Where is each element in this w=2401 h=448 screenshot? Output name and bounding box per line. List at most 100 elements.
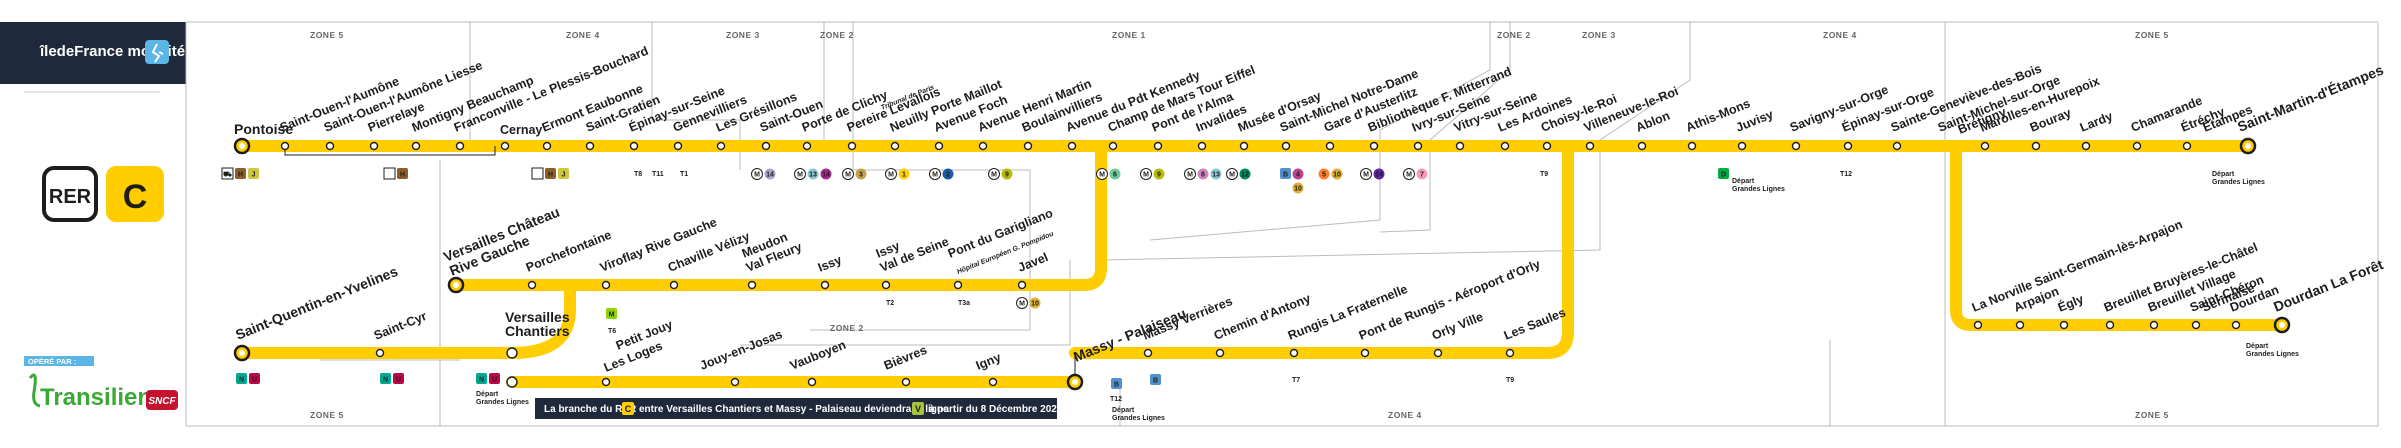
svg-text:M: M <box>1229 172 1235 179</box>
depart-note: Départ <box>1112 407 1135 414</box>
station-dots <box>233 137 2291 391</box>
station-label: Saint-Martin-d'Étampes <box>2235 62 2386 135</box>
track-dourdan-branch <box>1950 140 2288 331</box>
metro-badge: 2 <box>946 172 950 179</box>
rer-m-badge: M <box>609 312 615 319</box>
metro-badge: 5 <box>1322 172 1326 179</box>
metro-badge: 14 <box>1375 172 1383 179</box>
line-c-letter: C <box>123 178 148 216</box>
rer-badge <box>42 166 98 222</box>
svg-text:M: M <box>1187 172 1193 179</box>
tram-badge: T12 <box>1110 396 1122 403</box>
connection-badges: ⛟ H J H H J T8 T11 T1 M 14 M 13 14 M 3 M… <box>221 167 2299 422</box>
metro-badge: 9 <box>1005 172 1009 179</box>
metro-badge: 10 <box>1031 301 1039 308</box>
station-label: Issy <box>816 253 844 275</box>
zone-label: ZONE 4 <box>1388 410 1422 420</box>
grandes-lignes-note: Grandes Lignes <box>1732 186 1785 193</box>
tram-badge: T2 <box>886 300 894 307</box>
station-label: Cernay <box>500 123 542 137</box>
station-label: Égly <box>2056 291 2086 315</box>
zone-label: ZONE 5 <box>310 410 344 420</box>
depart-note: Départ <box>2212 171 2235 178</box>
rer-b-badge: B <box>1114 382 1119 389</box>
tram-badge: T6 <box>608 328 616 335</box>
operated-by-label: OPÉRÉ PAR : <box>28 357 76 366</box>
sncf-logo: SNCF <box>148 396 176 407</box>
svg-text:M: M <box>1363 172 1369 179</box>
metro-badge: 8 <box>1201 172 1205 179</box>
svg-text:⛟: ⛟ <box>223 172 232 179</box>
rer-n-badge: N <box>479 377 484 384</box>
rer-h-badge: H <box>400 172 405 179</box>
svg-text:M: M <box>991 172 997 179</box>
station-label: Dourdan La Forêt <box>2271 256 2385 315</box>
metro-badge: 14 <box>822 172 830 179</box>
grandes-lignes-note: Grandes Lignes <box>2246 351 2299 358</box>
tram-t8-badge: T8 <box>634 171 642 178</box>
metro-badge: 9 <box>1157 172 1161 179</box>
track-versailles-rg <box>450 140 1107 291</box>
rer-b-badge: B <box>1153 378 1158 385</box>
station-label: Lardy <box>2078 109 2115 135</box>
svg-text:M: M <box>1406 172 1412 179</box>
svg-text:M: M <box>888 172 894 179</box>
zone-label: ZONE 5 <box>2135 30 2169 40</box>
svg-text:M: M <box>797 172 803 179</box>
banner-text-3: à partir du 8 Décembre 2024 <box>929 404 1063 415</box>
metro-badge: 10 <box>1333 172 1341 179</box>
depart-note: Départ <box>2246 343 2269 350</box>
metro-badge: 1 <box>902 172 906 179</box>
svg-text:M: M <box>1019 301 1025 308</box>
idf-logo: îledeFrance mobilités <box>39 43 193 60</box>
transilien-swoosh-icon <box>28 373 41 408</box>
zone-label: ZONE 4 <box>566 30 600 40</box>
svg-text:M: M <box>1099 172 1105 179</box>
tram-badge: T9 <box>1506 377 1514 384</box>
station-label: Bièvres <box>882 343 929 373</box>
line-c-badge <box>106 166 164 222</box>
metro-badge: 7 <box>1420 172 1424 179</box>
svg-text:M: M <box>845 172 851 179</box>
zone-label: ZONE 5 <box>310 30 344 40</box>
idf-pictogram-icon <box>145 40 169 64</box>
brand-panel: îledeFrance mobilités RER C OPÉRÉ PAR : … <box>0 0 193 448</box>
svg-text:M: M <box>1143 172 1149 179</box>
station-label: Saint-Cyr <box>372 309 429 343</box>
metro-badge: 14 <box>766 172 774 179</box>
station-label: Javel <box>1016 250 1050 275</box>
tram-t1-badge: T1 <box>680 171 688 178</box>
zone-label: ZONE 1 <box>1112 30 1146 40</box>
rer-n-badge: N <box>239 377 244 384</box>
metro-badge: 4 <box>1296 172 1300 179</box>
zone-label: ZONE 3 <box>726 30 760 40</box>
zone-dividers <box>185 21 2401 427</box>
zone-label: ZONE 2 <box>830 323 864 333</box>
banner-text-1: La branche du RER <box>544 404 637 415</box>
rer-label: RER <box>49 186 92 208</box>
zone-label: ZONE 5 <box>2135 410 2169 420</box>
station-label: Vauboyen <box>788 338 848 373</box>
rer-u-badge: U <box>492 377 497 384</box>
rer-u-badge: U <box>396 377 401 384</box>
metro-badge: 6 <box>1113 172 1117 179</box>
station-label: Viroflay Rive Gauche <box>598 215 719 275</box>
tram-t11-badge: T11 <box>652 171 664 178</box>
metro-badge: 13 <box>1212 172 1220 179</box>
walker-icon <box>151 43 164 63</box>
rer-n-badge: N <box>383 377 388 384</box>
tram-badge: T9 <box>1540 171 1548 178</box>
station-label: Versailles <box>505 309 570 325</box>
sncf-logo-block <box>146 390 178 410</box>
station-label: Rungis La Fraternelle <box>1286 282 1410 343</box>
grandes-lignes-note: Grandes Lignes <box>1112 415 1165 422</box>
grandes-lignes-note: Grandes Lignes <box>2212 179 2265 186</box>
metro-badge: 12 <box>1241 172 1249 179</box>
svg-text:M: M <box>754 172 760 179</box>
operated-by-tag <box>24 356 94 366</box>
station-label: Chantiers <box>505 323 570 339</box>
svg-text:M: M <box>932 172 938 179</box>
station-label: Orly Ville <box>1430 310 1485 343</box>
track-massy-choisy <box>1069 140 1574 359</box>
